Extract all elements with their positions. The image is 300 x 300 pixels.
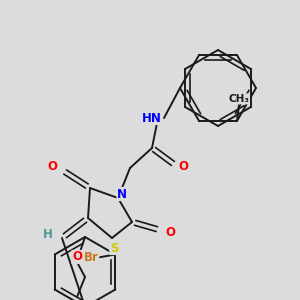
- Text: H: H: [43, 227, 53, 241]
- Text: O: O: [72, 250, 82, 263]
- Text: O: O: [47, 160, 57, 172]
- Text: O: O: [165, 226, 175, 238]
- Text: S: S: [110, 242, 118, 254]
- Text: CH₃: CH₃: [229, 94, 250, 104]
- Text: N: N: [117, 188, 127, 200]
- Text: HN: HN: [142, 112, 162, 124]
- Text: Br: Br: [84, 251, 99, 264]
- Text: O: O: [178, 160, 188, 173]
